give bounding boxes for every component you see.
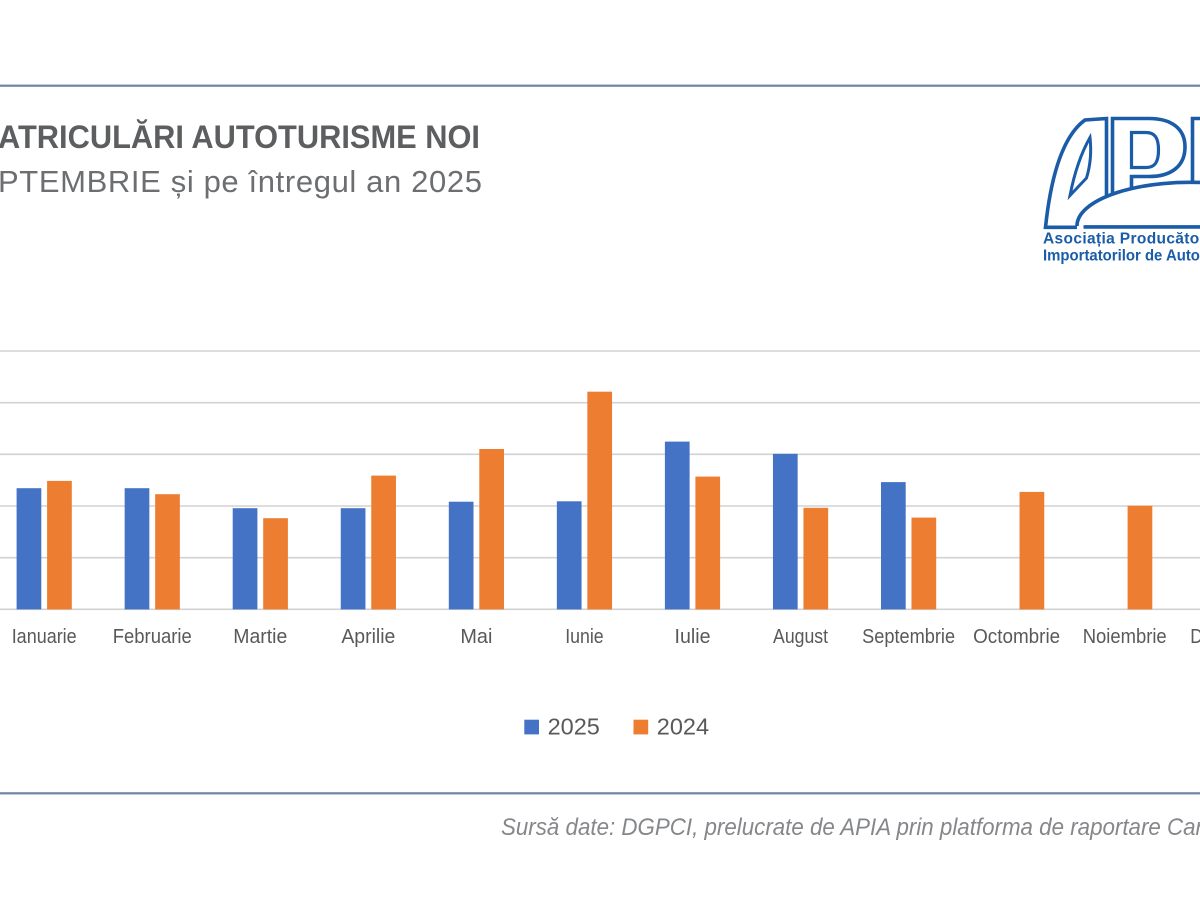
svg-text:Ianuarie: Ianuarie bbox=[12, 626, 77, 648]
svg-text:Importatorilor de Automobile: Importatorilor de Automobile bbox=[1043, 248, 1200, 265]
svg-text:Mai: Mai bbox=[460, 626, 492, 648]
svg-text:Decembrie: Decembrie bbox=[1190, 626, 1200, 648]
svg-text:Aprilie: Aprilie bbox=[341, 626, 395, 648]
svg-text:Asociația Producătorilor și: Asociația Producătorilor și bbox=[1043, 231, 1200, 248]
svg-text:Iulie: Iulie bbox=[675, 626, 711, 648]
svg-text:Octombrie: Octombrie bbox=[973, 626, 1060, 648]
svg-text:Iunie: Iunie bbox=[565, 626, 604, 648]
svg-text:PTEMBRIE și pe întregul an 202: PTEMBRIE și pe întregul an 2025 bbox=[0, 164, 482, 199]
svg-text:August: August bbox=[773, 626, 828, 648]
svg-text:ATRICULĂRI AUTOTURISME NOI: ATRICULĂRI AUTOTURISME NOI bbox=[0, 118, 480, 155]
svg-text:Februarie: Februarie bbox=[113, 626, 192, 648]
svg-text:Martie: Martie bbox=[233, 626, 287, 648]
svg-text:Sursă date: DGPCI, prelucrate: Sursă date: DGPCI, prelucrate de APIA pr… bbox=[501, 814, 1200, 841]
svg-text:2025: 2025 bbox=[548, 713, 600, 739]
svg-text:Septembrie: Septembrie bbox=[862, 626, 955, 648]
svg-text:Noiembrie: Noiembrie bbox=[1083, 626, 1167, 648]
svg-text:2024: 2024 bbox=[657, 713, 709, 739]
